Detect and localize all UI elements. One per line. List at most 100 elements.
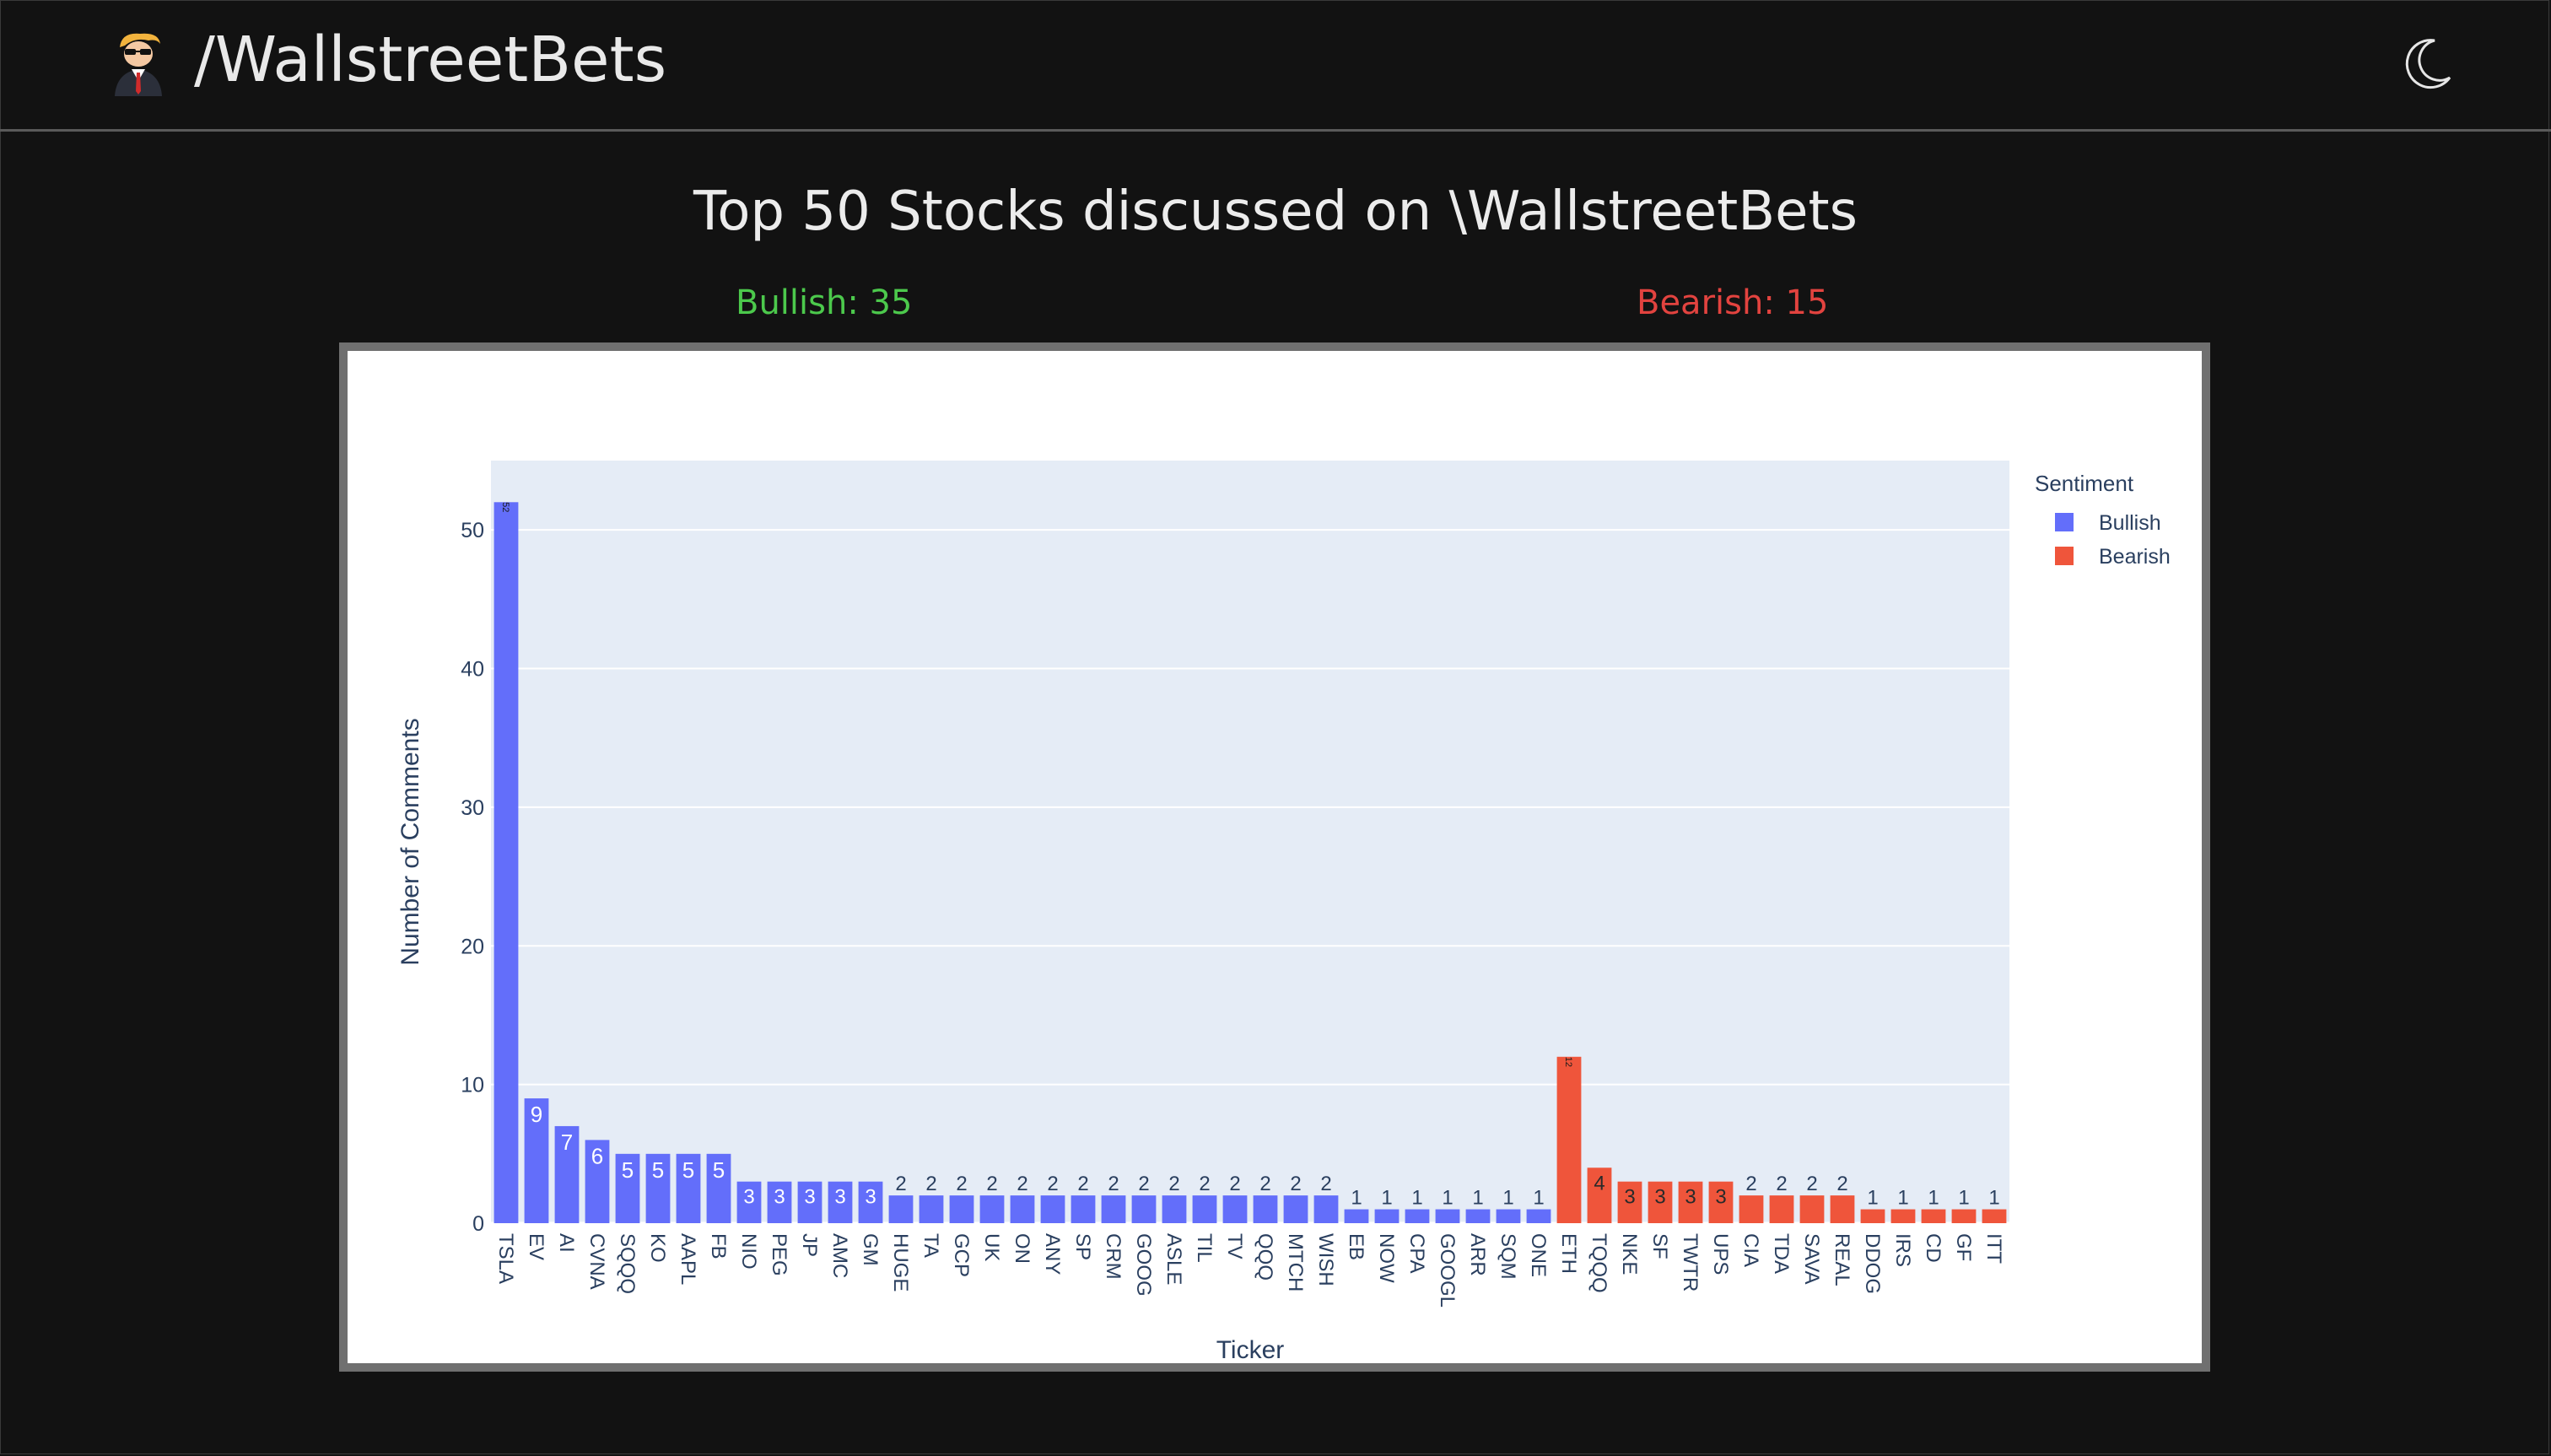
- navbar: /WallstreetBets: [0, 0, 2551, 132]
- bar-sqm: [1496, 1209, 1521, 1223]
- legend-swatch-bearish: [2055, 547, 2074, 565]
- x-tick-label: SP: [1071, 1233, 1094, 1260]
- bar-gm: [858, 1181, 883, 1223]
- x-tick-label: CIA: [1739, 1233, 1762, 1267]
- x-tick-label: ARR: [1466, 1233, 1489, 1276]
- app-title[interactable]: /WallstreetBets: [194, 24, 667, 96]
- bar-value-label: 1: [1502, 1187, 1513, 1210]
- bar-value-label: 3: [1715, 1186, 1726, 1209]
- bar-jp: [797, 1181, 822, 1223]
- page-title: Top 50 Stocks discussed on \WallstreetBe…: [693, 181, 1858, 243]
- x-tick-label: JP: [798, 1233, 821, 1257]
- x-tick-label: HUGE: [889, 1233, 912, 1292]
- bar-cd: [1921, 1209, 1946, 1223]
- bar-sf: [1648, 1181, 1673, 1223]
- bar-value-label: 2: [1259, 1173, 1270, 1195]
- x-tick-label: MTCH: [1284, 1233, 1307, 1292]
- x-tick-label: TDA: [1770, 1233, 1793, 1274]
- x-tick-label: SQQQ: [616, 1233, 639, 1294]
- bar-value-label: 1: [1897, 1187, 1908, 1210]
- legend-label-bearish: Bearish: [2099, 545, 2171, 569]
- x-tick-label: UK: [980, 1233, 1003, 1261]
- x-tick-label: ASLE: [1162, 1233, 1185, 1285]
- x-tick-label: CPA: [1405, 1233, 1428, 1274]
- bar-tqqq: [1587, 1167, 1612, 1223]
- x-axis-title: Ticker: [1216, 1336, 1285, 1363]
- bar-itt: [1982, 1209, 2007, 1223]
- bar-nke: [1617, 1181, 1642, 1223]
- x-tick-label: SQM: [1497, 1233, 1519, 1280]
- bar-tda: [1769, 1195, 1794, 1223]
- x-tick-label: CD: [1922, 1233, 1944, 1263]
- x-tick-label: UPS: [1709, 1233, 1732, 1275]
- bar-gf: [1951, 1209, 1977, 1223]
- bar-arr: [1465, 1209, 1491, 1223]
- legend-title: Sentiment: [2035, 471, 2134, 496]
- bar-value-label: 1: [1472, 1187, 1483, 1210]
- bar-value-label: 1: [1928, 1187, 1939, 1210]
- bar-cia: [1739, 1195, 1764, 1223]
- bar-one: [1526, 1209, 1551, 1223]
- bar-value-label: 1: [1411, 1187, 1422, 1210]
- bar-eth: [1556, 1056, 1582, 1223]
- x-tick-label: EB: [1345, 1233, 1367, 1260]
- bar-real: [1830, 1195, 1855, 1223]
- x-tick-label: AI: [555, 1233, 578, 1253]
- bar-ko: [645, 1153, 671, 1223]
- bar-value-label: 2: [925, 1173, 936, 1195]
- bar-value-label: 2: [1047, 1173, 1058, 1195]
- y-axis-title: Number of Comments: [396, 718, 424, 965]
- bar-value-label: 2: [1776, 1173, 1787, 1195]
- x-tick-label: CRM: [1102, 1233, 1124, 1280]
- y-tick-label: 0: [472, 1212, 484, 1236]
- bar-value-label: 2: [1108, 1173, 1119, 1195]
- bar-value-label: 2: [1229, 1173, 1240, 1195]
- plot-area: [491, 461, 2009, 1223]
- bar-value-label: 4: [1594, 1172, 1604, 1194]
- bar-value-label: 2: [1168, 1173, 1179, 1195]
- x-tick-label: NOW: [1375, 1233, 1398, 1283]
- bar-mtch: [1283, 1195, 1308, 1223]
- x-tick-label: AMC: [828, 1233, 851, 1278]
- moon-icon[interactable]: [2397, 34, 2458, 94]
- bar-value-label: 3: [1624, 1186, 1635, 1209]
- x-tick-label: TSLA: [494, 1233, 517, 1284]
- y-tick-label: 50: [461, 519, 484, 542]
- bar-value-label: 3: [834, 1186, 845, 1209]
- bar-on: [1010, 1195, 1035, 1223]
- bar-irs: [1890, 1209, 1916, 1223]
- bar-fb: [706, 1153, 731, 1223]
- x-tick-label: PEG: [768, 1233, 790, 1276]
- bar-value-label: 9: [531, 1102, 542, 1127]
- bar-value-label: 6: [591, 1143, 603, 1168]
- x-tick-label: ONE: [1527, 1233, 1550, 1277]
- bar-ev: [524, 1098, 549, 1223]
- bar-twtr: [1678, 1181, 1703, 1223]
- x-tick-label: NIO: [737, 1233, 760, 1270]
- bar-value-label: 2: [1199, 1173, 1210, 1195]
- x-tick-label: SAVA: [1800, 1233, 1823, 1284]
- x-tick-label: ETH: [1557, 1233, 1580, 1274]
- x-tick-label: GOOG: [1132, 1233, 1155, 1297]
- bar-sqqq: [615, 1153, 640, 1223]
- bar-value-label: 1: [1958, 1187, 1969, 1210]
- bar-value-label: 12: [1563, 1057, 1573, 1067]
- x-tick-label: DDOG: [1861, 1233, 1884, 1294]
- stock-bar-chart: 0102030405052TSLA9EV7AI6CVNA5SQQQ5KO5AAP…: [396, 461, 2171, 1363]
- x-tick-label: QQQ: [1254, 1233, 1276, 1281]
- x-tick-label: REAL: [1831, 1233, 1853, 1286]
- bar-value-label: 1: [1533, 1187, 1544, 1210]
- bar-now: [1374, 1209, 1400, 1223]
- y-tick-label: 40: [461, 658, 484, 682]
- x-tick-label: ITT: [1982, 1233, 2005, 1264]
- bar-value-label: 3: [804, 1186, 815, 1209]
- bar-value-label: 5: [652, 1157, 664, 1183]
- bar-sp: [1071, 1195, 1096, 1223]
- x-tick-label: TIL: [1193, 1233, 1216, 1263]
- bar-cpa: [1405, 1209, 1430, 1223]
- bar-peg: [767, 1181, 792, 1223]
- wsb-guy-logo-icon[interactable]: [110, 29, 167, 96]
- x-tick-label: EV: [525, 1233, 547, 1260]
- chart-card: 0 10 20 30 40 50 52 TSLA 9 EV 7 AI 6 CVNA 5 SQQQ 5 KO 5 AAP…: [339, 342, 2210, 1372]
